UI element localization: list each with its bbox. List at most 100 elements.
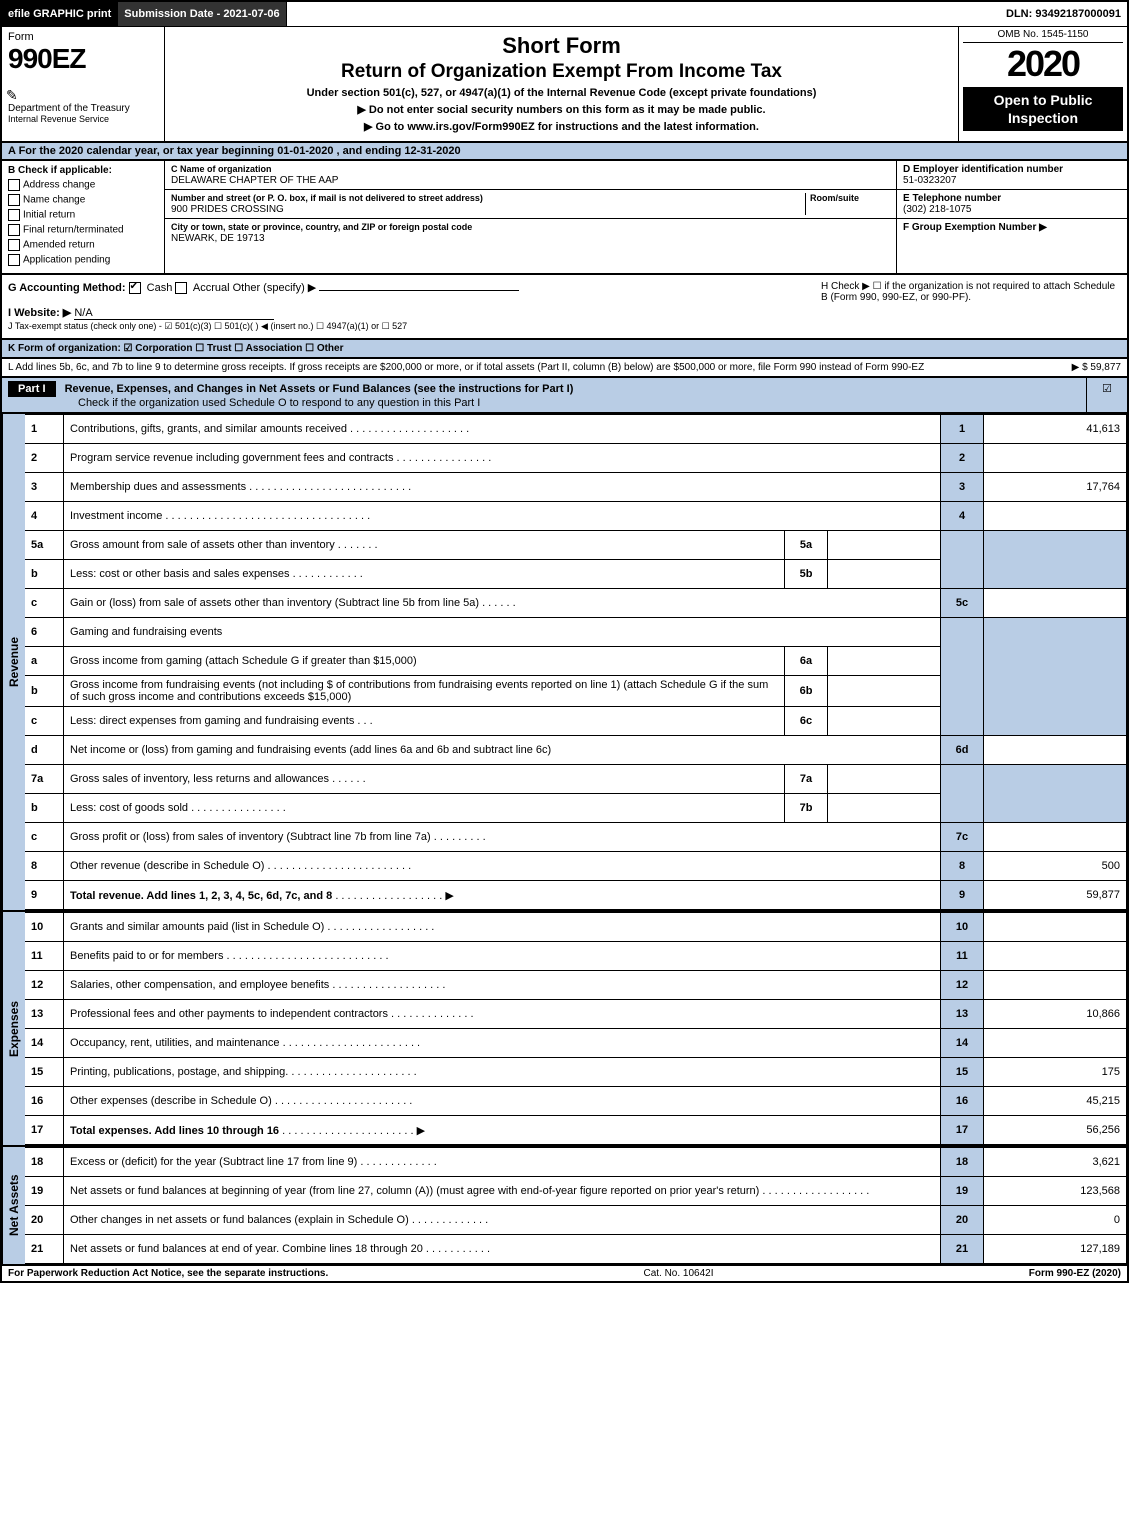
row-l-text: L Add lines 5b, 6c, and 7b to line 9 to … xyxy=(8,362,924,373)
org-address: 900 PRIDES CROSSING xyxy=(171,204,284,215)
line-15: 15Printing, publications, postage, and s… xyxy=(25,1058,1127,1087)
line-12: 12Salaries, other compensation, and empl… xyxy=(25,971,1127,1000)
row-l-amount: ▶ $ 59,877 xyxy=(1072,362,1121,373)
header-right: OMB No. 1545-1150 2020 Open to Public In… xyxy=(958,27,1127,141)
d-label: D Employer identification number xyxy=(903,164,1063,175)
title-return: Return of Organization Exempt From Incom… xyxy=(171,61,952,83)
part-1-title: Revenue, Expenses, and Changes in Net As… xyxy=(65,383,574,395)
room-label: Room/suite xyxy=(810,193,859,203)
line-11: 11Benefits paid to or for members . . . … xyxy=(25,942,1127,971)
f-label: F Group Exemption Number ▶ xyxy=(903,222,1047,233)
subtitle-goto[interactable]: ▶ Go to www.irs.gov/Form990EZ for instru… xyxy=(171,120,952,133)
line-6d: dNet income or (loss) from gaming and fu… xyxy=(25,736,1127,765)
label-pending: Application pending xyxy=(23,255,110,266)
line-9: 9Total revenue. Add lines 1, 2, 3, 4, 5c… xyxy=(25,881,1127,910)
phone-value: (302) 218-1075 xyxy=(903,204,971,215)
efile-label[interactable]: efile GRAPHIC print xyxy=(2,2,118,26)
title-short-form: Short Form xyxy=(171,33,952,59)
line-7a: 7aGross sales of inventory, less returns… xyxy=(25,765,1127,794)
other-specify-input[interactable] xyxy=(319,290,519,291)
revenue-section: Revenue 1Contributions, gifts, grants, a… xyxy=(0,414,1129,912)
part-1-check-text: Check if the organization used Schedule … xyxy=(78,397,480,409)
submission-date: Submission Date - 2021-07-06 xyxy=(118,2,286,26)
omb-number: OMB No. 1545-1150 xyxy=(963,29,1123,43)
line-2: 2Program service revenue including gover… xyxy=(25,444,1127,473)
line-16: 16Other expenses (describe in Schedule O… xyxy=(25,1087,1127,1116)
row-l: L Add lines 5b, 6c, and 7b to line 9 to … xyxy=(0,359,1129,378)
top-bar: efile GRAPHIC print Submission Date - 20… xyxy=(0,0,1129,26)
org-city: NEWARK, DE 19713 xyxy=(171,233,265,244)
line-19: 19Net assets or fund balances at beginni… xyxy=(25,1177,1127,1206)
line-8: 8Other revenue (describe in Schedule O) … xyxy=(25,852,1127,881)
box-b: B Check if applicable: Address change Na… xyxy=(2,161,165,273)
h-text: H Check ▶ ☐ if the organization is not r… xyxy=(815,275,1127,338)
line-1: 1Contributions, gifts, grants, and simil… xyxy=(25,415,1127,444)
website-value: N/A xyxy=(74,307,274,320)
line-4: 4Investment income . . . . . . . . . . .… xyxy=(25,502,1127,531)
form-ref: Form 990-EZ (2020) xyxy=(1029,1268,1121,1279)
part-1-check-mark[interactable]: ☑ xyxy=(1086,378,1127,412)
revenue-side-label: Revenue xyxy=(2,414,25,910)
netassets-table: 18Excess or (deficit) for the year (Subt… xyxy=(25,1147,1127,1264)
expenses-table: 10Grants and similar amounts paid (list … xyxy=(25,912,1127,1145)
row-j: J Tax-exempt status (check only one) - ☑… xyxy=(8,321,407,331)
line-5c: cGain or (loss) from sale of assets othe… xyxy=(25,589,1127,618)
label-final-return: Final return/terminated xyxy=(23,225,124,236)
row-gh: G Accounting Method: Cash Accrual Other … xyxy=(0,275,1129,340)
e-label: E Telephone number xyxy=(903,193,1001,204)
checkbox-amended[interactable] xyxy=(8,239,20,251)
line-5a: 5aGross amount from sale of assets other… xyxy=(25,531,1127,560)
label-amended: Amended return xyxy=(23,240,95,251)
section-a-taxyear: A For the 2020 calendar year, or tax yea… xyxy=(0,143,1129,161)
box-c: C Name of organization DELAWARE CHAPTER … xyxy=(165,161,896,273)
header-left: Form 990EZ ✎ Department of the Treasury … xyxy=(2,27,165,141)
line-13: 13Professional fees and other payments t… xyxy=(25,1000,1127,1029)
line-17: 17Total expenses. Add lines 10 through 1… xyxy=(25,1116,1127,1145)
g-label: G Accounting Method: xyxy=(8,282,126,294)
form-word: Form xyxy=(8,31,158,43)
checkbox-accrual[interactable] xyxy=(175,282,187,294)
netassets-section: Net Assets 18Excess or (deficit) for the… xyxy=(0,1147,1129,1266)
info-block: B Check if applicable: Address change Na… xyxy=(0,161,1129,275)
row-k: K Form of organization: ☑ Corporation ☐ … xyxy=(0,340,1129,359)
checkbox-final-return[interactable] xyxy=(8,224,20,236)
dln-number: DLN: 93492187000091 xyxy=(1000,2,1127,26)
checkbox-name-change[interactable] xyxy=(8,194,20,206)
open-to-public: Open to Public Inspection xyxy=(963,87,1123,131)
subtitle-section: Under section 501(c), 527, or 4947(a)(1)… xyxy=(171,87,952,99)
ein-value: 51-0323207 xyxy=(903,175,956,186)
checkbox-address-change[interactable] xyxy=(8,179,20,191)
label-address-change: Address change xyxy=(23,180,95,191)
checkbox-cash[interactable] xyxy=(129,282,141,294)
form-header: Form 990EZ ✎ Department of the Treasury … xyxy=(0,26,1129,143)
form-number: 990EZ xyxy=(8,43,158,75)
header-center: Short Form Return of Organization Exempt… xyxy=(165,27,958,141)
label-accrual: Accrual xyxy=(193,282,230,294)
netassets-side-label: Net Assets xyxy=(2,1147,25,1264)
label-name-change: Name change xyxy=(23,195,85,206)
city-label: City or town, state or province, country… xyxy=(171,222,472,232)
irs-logo-icon: ✎ xyxy=(6,87,18,104)
tax-year: 2020 xyxy=(963,43,1123,85)
cat-no: Cat. No. 10642I xyxy=(328,1268,1028,1279)
revenue-table: 1Contributions, gifts, grants, and simil… xyxy=(25,414,1127,910)
paperwork-notice: For Paperwork Reduction Act Notice, see … xyxy=(8,1268,328,1279)
checkbox-pending[interactable] xyxy=(8,254,20,266)
addr-label: Number and street (or P. O. box, if mail… xyxy=(171,193,483,203)
label-initial-return: Initial return xyxy=(23,210,75,221)
expenses-side-label: Expenses xyxy=(2,912,25,1145)
checkbox-initial-return[interactable] xyxy=(8,209,20,221)
org-name: DELAWARE CHAPTER OF THE AAP xyxy=(171,175,338,186)
line-6: 6Gaming and fundraising events xyxy=(25,618,1127,647)
line-3: 3Membership dues and assessments . . . .… xyxy=(25,473,1127,502)
line-14: 14Occupancy, rent, utilities, and mainte… xyxy=(25,1029,1127,1058)
page-footer: For Paperwork Reduction Act Notice, see … xyxy=(0,1266,1129,1283)
i-label: I Website: ▶ xyxy=(8,307,71,319)
label-other-specify: Other (specify) ▶ xyxy=(233,282,317,294)
line-7c: cGross profit or (loss) from sales of in… xyxy=(25,823,1127,852)
dept-treasury: Department of the Treasury xyxy=(8,103,158,114)
irs-label: Internal Revenue Service xyxy=(8,114,158,124)
part-1-label: Part I xyxy=(8,381,56,397)
part-1-header: Part I Revenue, Expenses, and Changes in… xyxy=(0,378,1129,414)
line-18: 18Excess or (deficit) for the year (Subt… xyxy=(25,1148,1127,1177)
